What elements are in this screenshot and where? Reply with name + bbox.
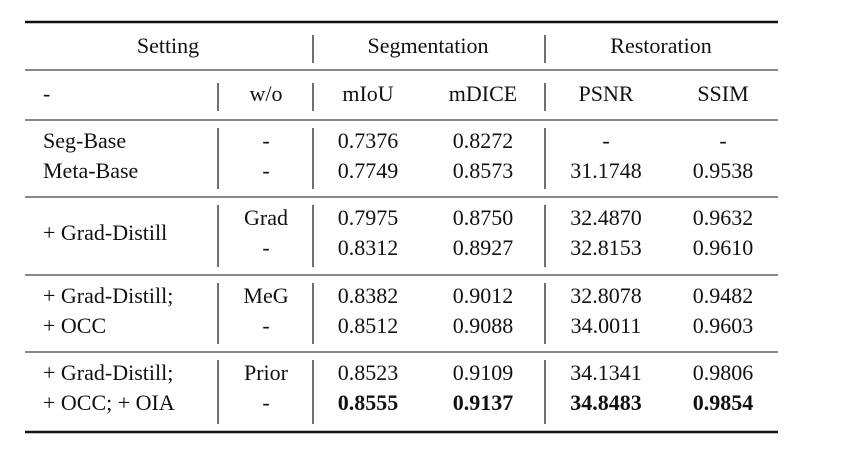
cell: 0.9137 [453,390,514,415]
setting-label: + OCC [43,313,106,338]
cell: 32.8078 [570,283,642,308]
cell: 0.8512 [338,313,399,338]
cell: 0.8382 [338,283,399,308]
header-group: Restoration [610,33,711,58]
cell: - [262,158,269,183]
cell: 31.1748 [570,158,642,183]
cell: 0.9806 [693,360,754,385]
cell: - [719,128,726,153]
cell: 0.7749 [338,158,399,183]
cell: - [262,128,269,153]
cell: Prior [244,360,289,385]
cell: 0.7376 [338,128,399,153]
header-column: SSIM [697,81,748,106]
header-column: w/o [250,81,283,106]
header-column: mDICE [449,81,517,106]
cell: 0.9632 [693,205,754,230]
setting-label: Meta-Base [43,158,138,183]
cell: 0.8272 [453,128,514,153]
setting-label: Seg-Base [43,128,126,153]
cell: 0.7975 [338,205,399,230]
header-group: Segmentation [368,33,489,58]
cell: 34.8483 [570,390,642,415]
cell: 0.9109 [453,360,514,385]
setting-label: + Grad-Distill [43,220,167,245]
cell: 32.4870 [570,205,642,230]
cell: Grad [244,205,288,230]
cell: 0.9482 [693,283,754,308]
setting-label: + OCC; + OIA [43,390,175,415]
cell: 0.9603 [693,313,754,338]
cell: 34.0011 [571,313,642,338]
cell: 34.1341 [570,360,642,385]
header-column: - [43,81,50,106]
cell: 0.8573 [453,158,514,183]
cell: 0.8523 [338,360,399,385]
cell: 0.9088 [453,313,514,338]
setting-label: + Grad-Distill; [43,360,173,385]
cell: MeG [243,283,288,308]
cell: 0.9538 [693,158,754,183]
cell: - [262,235,269,260]
header-column: mIoU [342,81,393,106]
cell: - [262,390,269,415]
cell: 32.8153 [570,235,642,260]
cell: - [262,313,269,338]
cell: - [602,128,609,153]
cell: 0.9854 [693,390,754,415]
cell: 0.8555 [338,390,399,415]
cell: 0.8927 [453,235,514,260]
header-column: PSNR [578,81,633,106]
cell: 0.9012 [453,283,514,308]
cell: 0.8312 [338,235,399,260]
cell: 0.8750 [453,205,514,230]
setting-label: + Grad-Distill; [43,283,173,308]
cell: 0.9610 [693,235,754,260]
header-group: Setting [137,33,199,58]
